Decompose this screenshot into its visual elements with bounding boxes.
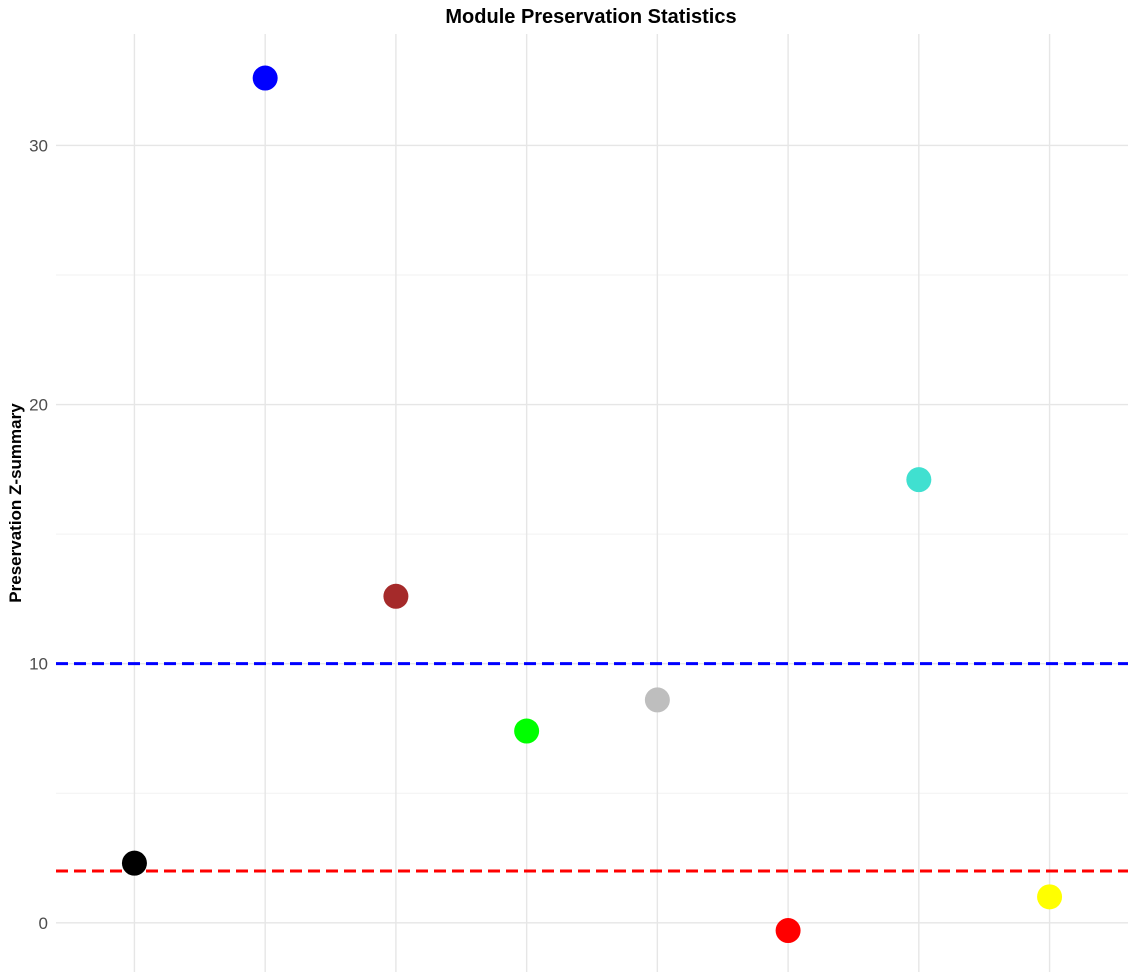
y-tick-label: 10 [29, 655, 48, 674]
grid-lines [56, 34, 1128, 972]
data-point [121, 850, 147, 876]
y-tick-label: 0 [39, 914, 48, 933]
data-point [252, 65, 278, 91]
y-tick-label: 20 [29, 396, 48, 415]
data-point [775, 918, 801, 944]
data-point [1037, 884, 1063, 910]
data-point [644, 687, 670, 713]
chart-title: Module Preservation Statistics [445, 6, 736, 28]
data-point [514, 718, 540, 744]
data-point [383, 583, 409, 609]
y-axis-ticks: 0 10 20 30 [29, 136, 48, 932]
y-axis-label: Preservation Z-summary [6, 403, 25, 603]
data-points [121, 65, 1063, 944]
data-point [906, 467, 932, 493]
reference-lines [56, 662, 1128, 873]
y-tick-label: 30 [29, 136, 48, 155]
